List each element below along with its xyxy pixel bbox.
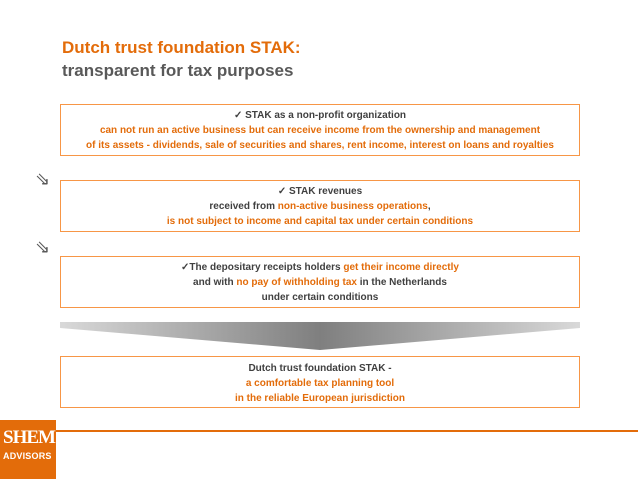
box3-line1-pre: The depositary receipts holders — [189, 262, 344, 273]
title-line-1: Dutch trust foundation STAK: — [62, 38, 301, 57]
box1-heading-row: ✓ STAK as a non-profit organization — [61, 108, 579, 123]
box2-line2-highlight: non-active business operations — [277, 201, 428, 212]
box1-heading: STAK as a non-profit organization — [245, 110, 407, 121]
box3-line1-highlight: get their income directly — [343, 262, 459, 273]
box2-line2-post: , — [427, 201, 431, 212]
conclusion-box: Dutch trust foundation STAK - a comforta… — [60, 356, 580, 408]
box3-line2: and with no pay of withholding tax in th… — [61, 275, 579, 290]
shem-advisors-logo: SHEM ADVISORS — [0, 420, 56, 479]
checkmark-icon: ✓ — [181, 262, 190, 273]
title-line-2: transparent for tax purposes — [62, 61, 294, 80]
box3-line2-pre: and with — [193, 277, 237, 288]
box3-line2-post: in the Netherlands — [356, 277, 447, 288]
box4-line2: a comfortable tax planning tool — [245, 378, 395, 389]
slide-title: Dutch trust foundation STAK: transparent… — [62, 36, 301, 82]
arrow-down-right-icon: ⇘ — [35, 237, 51, 257]
box1-line2: can not run an active business but can r… — [99, 125, 541, 136]
box2-heading-row: ✓ STAK revenues — [61, 184, 579, 199]
box2-line2: received from non-active business operat… — [61, 199, 579, 214]
box1-line3: of its assets - dividends, sale of secur… — [86, 140, 554, 151]
box2-line3: is not subject to income and capital tax… — [166, 216, 474, 227]
box3-line2-highlight: no pay of withholding tax — [236, 277, 357, 288]
box2-heading: STAK revenues — [288, 186, 363, 197]
box3-line3: under certain conditions — [261, 292, 379, 303]
checkmark-icon: ✓ — [277, 186, 287, 197]
arrow-down-right-icon: ⇘ — [35, 169, 51, 189]
funnel-chevron-shape — [60, 322, 580, 350]
box2-line2-pre: received from — [209, 201, 278, 212]
box4-line3: in the reliable European jurisdiction — [234, 393, 406, 404]
box3-line1: ✓The depositary receipts holders get the… — [61, 260, 579, 275]
stak-revenues-box: ✓ STAK revenues received from non-active… — [60, 180, 580, 232]
box4-line1: Dutch trust foundation STAK - — [248, 363, 392, 374]
receipt-holders-box: ✓The depositary receipts holders get the… — [60, 256, 580, 308]
logo-subtitle: ADVISORS — [3, 451, 52, 461]
checkmark-icon: ✓ — [233, 110, 243, 121]
footer-divider — [0, 430, 638, 432]
stak-nonprofit-box: ✓ STAK as a non-profit organization can … — [60, 104, 580, 156]
logo-wordmark: SHEM — [3, 427, 56, 448]
